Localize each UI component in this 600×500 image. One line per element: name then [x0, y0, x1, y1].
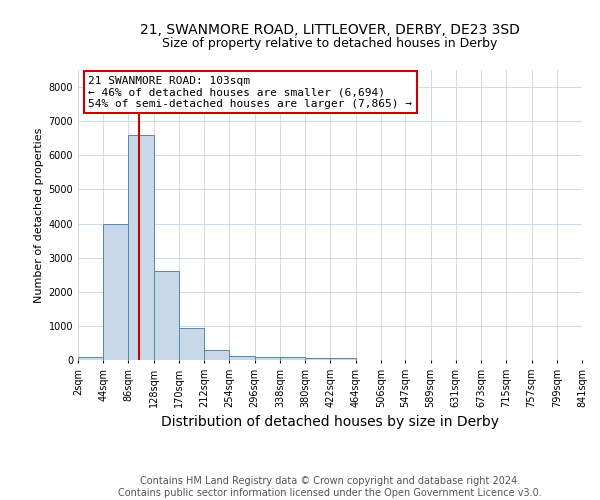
Bar	[179, 328, 204, 360]
Text: Size of property relative to detached houses in Derby: Size of property relative to detached ho…	[163, 38, 497, 51]
Bar	[78, 356, 103, 360]
Bar	[305, 358, 331, 360]
Text: 21, SWANMORE ROAD, LITTLEOVER, DERBY, DE23 3SD: 21, SWANMORE ROAD, LITTLEOVER, DERBY, DE…	[140, 22, 520, 36]
Bar	[204, 350, 229, 360]
Bar	[280, 358, 305, 360]
Text: 21 SWANMORE ROAD: 103sqm
← 46% of detached houses are smaller (6,694)
54% of sem: 21 SWANMORE ROAD: 103sqm ← 46% of detach…	[88, 76, 412, 109]
Bar	[331, 358, 356, 360]
X-axis label: Distribution of detached houses by size in Derby: Distribution of detached houses by size …	[161, 416, 499, 430]
Text: Contains HM Land Registry data © Crown copyright and database right 2024.
Contai: Contains HM Land Registry data © Crown c…	[118, 476, 542, 498]
Y-axis label: Number of detached properties: Number of detached properties	[34, 128, 44, 302]
Bar	[128, 135, 154, 360]
Bar	[154, 272, 179, 360]
Bar	[254, 356, 280, 360]
Bar	[229, 356, 254, 360]
Bar	[103, 224, 128, 360]
